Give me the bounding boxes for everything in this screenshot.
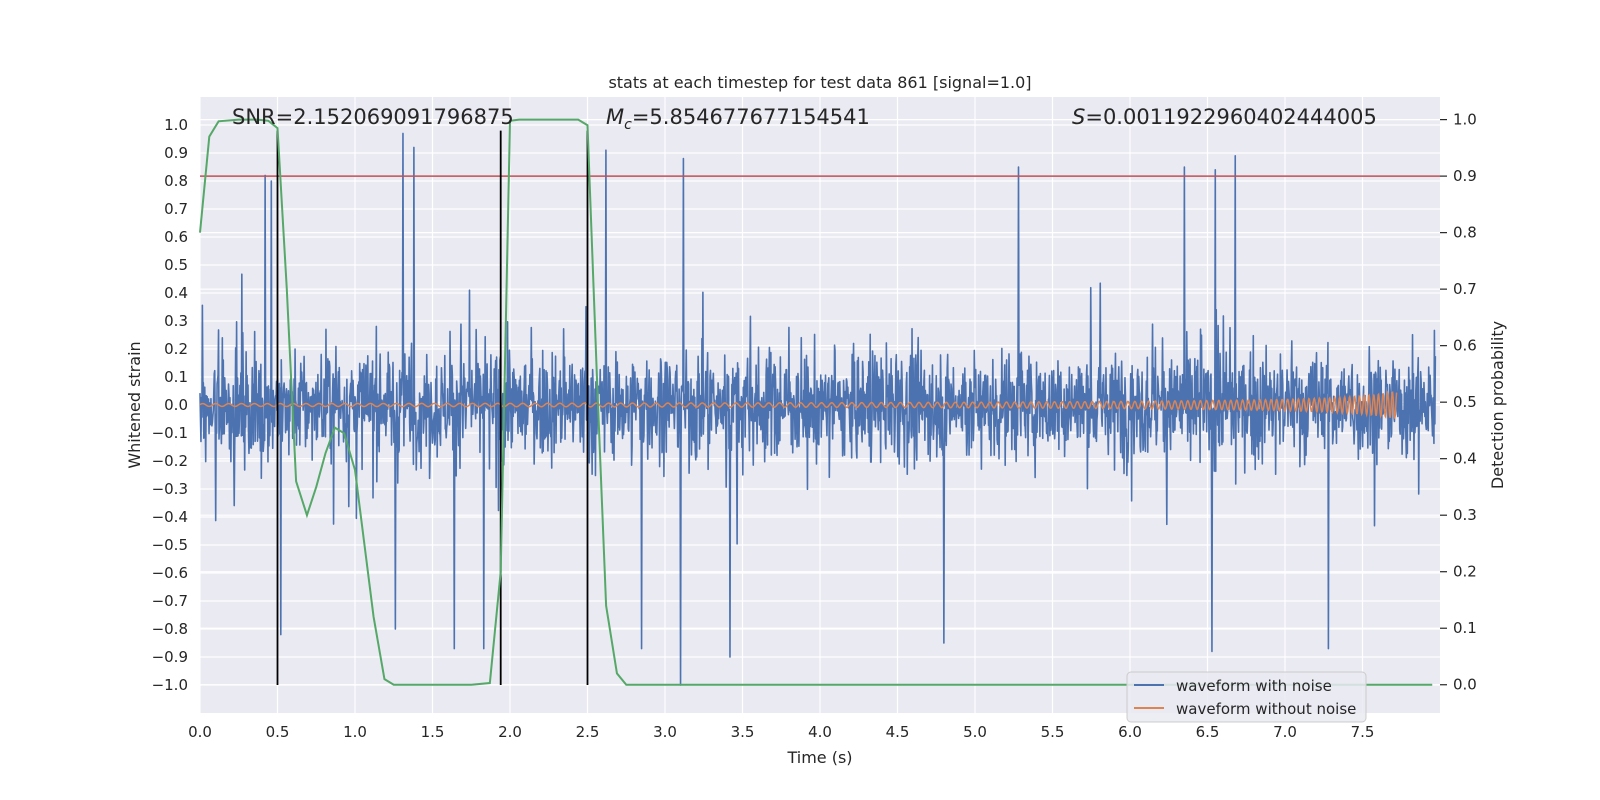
x-tick-label: 2.0 [498, 723, 522, 741]
y-right-tick-label: 0.0 [1453, 676, 1477, 694]
annotation-s-symbol: S [1072, 105, 1085, 129]
annotation-chirp-mass-subscript: c [624, 117, 632, 133]
y-right-tick-label: 0.2 [1453, 563, 1477, 581]
annotation-s: S=0.0011922960402444005 [1072, 105, 1377, 129]
y-tick-label: −0.6 [152, 564, 188, 582]
annotation-s-value: =0.0011922960402444005 [1085, 105, 1377, 129]
x-tick-label: 7.5 [1351, 723, 1375, 741]
y-right-tick-label: 0.9 [1453, 167, 1477, 185]
y-axis-left: 1.0 0.9 0.8 0.7 0.6 0.5 0.4 0.3 0.2 0.1 0.0 −0.1 −0.… [152, 116, 188, 694]
y-tick-label: −1.0 [152, 676, 188, 694]
legend-label-waveform-without-noise: waveform without noise [1176, 700, 1356, 718]
x-tick-label: 6.0 [1118, 723, 1142, 741]
y-tick-label: 0.3 [164, 312, 188, 330]
annotation-snr: SNR=2.152069091796875 [232, 105, 514, 129]
legend: waveform with noise waveform without noi… [1126, 671, 1367, 723]
y-right-tick-label: 0.1 [1453, 619, 1477, 637]
y-tick-label: −0.9 [152, 648, 188, 666]
y-tick-label: −0.3 [152, 480, 188, 498]
x-tick-label: 5.5 [1041, 723, 1065, 741]
legend-label-waveform-with-noise: waveform with noise [1176, 677, 1332, 695]
y-tick-label: 0.1 [164, 368, 188, 386]
y-tick-label: 0.5 [164, 256, 188, 274]
series-waveform-with-noise [199, 132, 1437, 686]
legend-box [1126, 671, 1367, 723]
annotation-chirp-mass-value: =5.854677677154541 [632, 105, 870, 129]
series-detection-probability [199, 118, 1433, 686]
y-right-tick-label: 0.6 [1453, 337, 1477, 355]
x-tick-label: 3.0 [653, 723, 677, 741]
x-axis: 0.0 0.5 1.0 1.5 2.0 2.5 3.0 3.5 4.0 4.5 5.0 5.5 6.0 6… [188, 723, 1374, 741]
y-tick-label: 0.2 [164, 340, 188, 358]
y-tick-label: 0.7 [164, 200, 188, 218]
y-tick-label: 0.6 [164, 228, 188, 246]
y-axis-right: 1.0 0.9 0.8 0.7 0.6 0.5 0.4 0.3 0.2 0.1 0.0 [1440, 111, 1477, 694]
y-tick-label: −0.4 [152, 508, 188, 526]
y-tick-label: −0.7 [152, 592, 188, 610]
y-axis-label: Whitened strain [125, 341, 144, 468]
y-right-tick-label: 1.0 [1453, 111, 1477, 129]
x-tick-label: 3.5 [731, 723, 755, 741]
x-tick-label: 1.5 [421, 723, 445, 741]
y-right-tick-label: 0.5 [1453, 393, 1477, 411]
x-tick-label: 4.0 [808, 723, 832, 741]
y-tick-label: −0.2 [152, 452, 188, 470]
detection-probability-line [199, 118, 1433, 686]
waveform-with-noise-line [199, 132, 1437, 686]
y-tick-label: 0.9 [164, 144, 188, 162]
y-axis-right-label: Detection probability [1488, 321, 1507, 489]
y-tick-label: 0.8 [164, 172, 188, 190]
y-right-tick-label: 0.4 [1453, 450, 1477, 468]
annotation-chirp-mass: Mc=5.854677677154541 [606, 105, 870, 133]
x-tick-label: 7.0 [1273, 723, 1297, 741]
y-right-tick-label: 0.8 [1453, 224, 1477, 242]
x-tick-label: 2.5 [576, 723, 600, 741]
y-tick-label: −0.5 [152, 536, 188, 554]
chart-title: stats at each timestep for test data 861… [608, 73, 1031, 92]
x-axis-label: Time (s) [786, 748, 852, 767]
x-tick-label: 0.0 [188, 723, 212, 741]
y-tick-label: 0.4 [164, 284, 188, 302]
series-waveform-without-noise [199, 390, 1398, 419]
x-tick-label: 5.0 [963, 723, 987, 741]
y-tick-label: 1.0 [164, 116, 188, 134]
y-tick-label: 0.0 [164, 396, 188, 414]
waveform-without-noise-line [199, 390, 1398, 419]
x-tick-label: 4.5 [886, 723, 910, 741]
vertical-markers [276, 130, 589, 685]
y-tick-label: −0.8 [152, 620, 188, 638]
x-tick-label: 0.5 [266, 723, 290, 741]
y-right-tick-label: 0.3 [1453, 506, 1477, 524]
annotation-chirp-mass-symbol: M [606, 105, 624, 129]
x-tick-label: 6.5 [1196, 723, 1220, 741]
y-tick-label: −0.1 [152, 424, 188, 442]
y-right-tick-label: 0.7 [1453, 280, 1477, 298]
x-tick-label: 1.0 [343, 723, 367, 741]
